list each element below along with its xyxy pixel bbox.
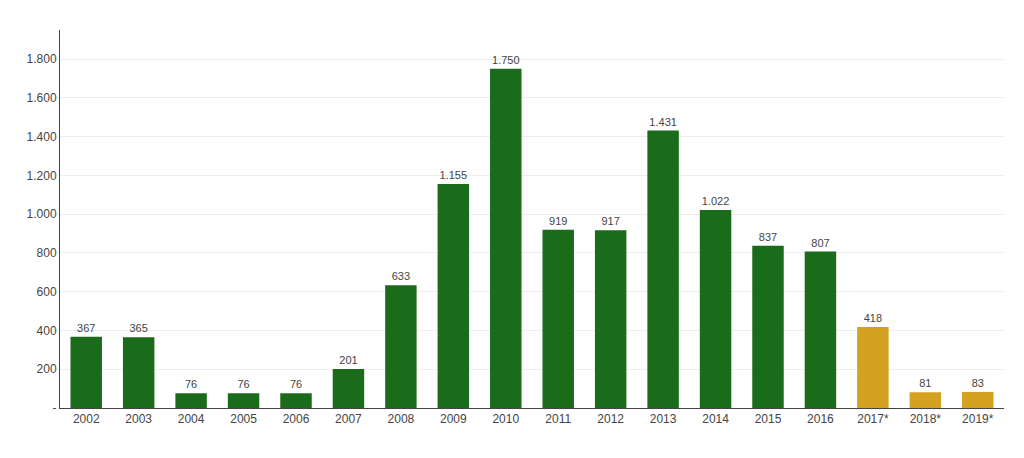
svg-text:365: 365 [129, 322, 147, 334]
svg-text:807: 807 [811, 237, 829, 249]
svg-text:2008: 2008 [388, 412, 415, 426]
svg-text:2017*: 2017* [857, 412, 889, 426]
svg-text:633: 633 [392, 270, 410, 282]
svg-text:76: 76 [290, 378, 302, 390]
svg-text:2009: 2009 [440, 412, 467, 426]
svg-text:800: 800 [37, 246, 57, 260]
svg-text:1.400: 1.400 [27, 130, 57, 144]
svg-text:-: - [53, 401, 57, 415]
svg-text:2016: 2016 [807, 412, 834, 426]
svg-text:2007: 2007 [335, 412, 362, 426]
svg-text:600: 600 [37, 285, 57, 299]
svg-text:2011: 2011 [545, 412, 571, 426]
svg-text:400: 400 [37, 324, 57, 338]
svg-text:2012: 2012 [597, 412, 624, 426]
svg-text:1.600: 1.600 [27, 91, 57, 105]
svg-text:2006: 2006 [283, 412, 310, 426]
svg-text:1.431: 1.431 [649, 116, 677, 128]
svg-text:2014: 2014 [702, 412, 729, 426]
svg-text:2015: 2015 [755, 412, 782, 426]
svg-text:76: 76 [185, 378, 197, 390]
svg-text:83: 83 [972, 377, 984, 389]
svg-text:1.800: 1.800 [27, 52, 57, 66]
svg-text:2019*: 2019* [962, 412, 994, 426]
svg-text:418: 418 [864, 312, 882, 324]
svg-text:919: 919 [549, 215, 567, 227]
svg-text:1.155: 1.155 [440, 169, 468, 181]
svg-text:200: 200 [37, 362, 57, 376]
svg-text:367: 367 [77, 322, 95, 334]
svg-text:837: 837 [759, 231, 777, 243]
svg-text:81: 81 [919, 377, 931, 389]
svg-text:76: 76 [237, 378, 249, 390]
svg-text:2002: 2002 [73, 412, 100, 426]
svg-text:1.750: 1.750 [492, 54, 520, 66]
svg-text:2004: 2004 [178, 412, 205, 426]
svg-text:1.022: 1.022 [702, 195, 730, 207]
svg-text:201: 201 [339, 354, 357, 366]
svg-text:2018*: 2018* [910, 412, 942, 426]
svg-text:1.000: 1.000 [27, 207, 57, 221]
svg-text:2010: 2010 [492, 412, 519, 426]
svg-text:2003: 2003 [125, 412, 152, 426]
svg-text:1.200: 1.200 [27, 169, 57, 183]
svg-text:2005: 2005 [230, 412, 257, 426]
svg-text:917: 917 [601, 215, 619, 227]
svg-text:2013: 2013 [650, 412, 677, 426]
